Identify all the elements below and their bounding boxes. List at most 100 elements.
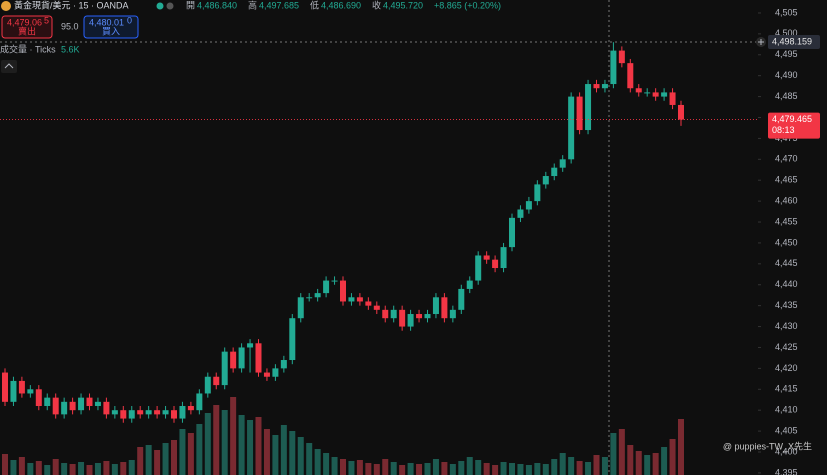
y-tick-label: 4,420 [775,363,798,373]
candle-body [247,343,254,348]
buy-price-sup: 0 [127,15,132,25]
candle-body [340,280,346,302]
volume-bar [2,454,8,475]
volume-bar [94,463,101,475]
sell-button[interactable] [1,15,53,39]
candle-body [348,297,355,302]
volume-bar [373,464,380,475]
y-tick-label: 4,400 [775,446,798,456]
volume-label: 成交量 · Ticks [0,43,56,54]
candle-body [601,84,608,89]
candle-body [593,84,600,89]
volume-bar [568,457,575,475]
plus-icon [758,39,764,45]
candle-body [534,184,541,202]
volume-bar [18,457,25,475]
volume-bar [356,460,363,475]
high-label: 高 [248,0,257,10]
candle-body [323,280,330,294]
candle-body [27,389,34,394]
candle-body [162,410,169,415]
volume-bar [348,461,355,475]
sell-label: 賣出 [18,25,36,36]
candle-body [255,343,262,373]
candle-body [111,410,118,415]
y-tick-label: 4,460 [775,195,798,205]
y-tick-label: 4,405 [775,425,798,435]
volume-bar [644,455,651,475]
y-tick-label: 4,425 [775,342,798,352]
candle-body [69,401,76,411]
volume-bar [154,450,161,475]
candle-body [576,96,583,131]
volume-bar [449,464,456,475]
candle-body [661,92,668,97]
volume-bar [601,457,608,475]
volume-bar [509,463,515,475]
collapse-button[interactable] [1,60,17,73]
volume-bar [635,451,642,475]
candle-body [373,305,380,310]
candle-body [678,104,684,120]
y-tick-label: 4,445 [775,258,798,268]
candle-body [399,309,406,327]
volume-bar [221,410,228,475]
candle-body [145,410,152,415]
countdown: 08:13 [772,125,795,135]
volume-bar [678,419,684,475]
candle-body [416,314,423,319]
candle-body [263,372,270,377]
y-tick-label: 4,500 [775,28,798,38]
candle-body [103,401,110,415]
volume-bar [263,429,270,475]
y-tick-label: 4,495 [775,49,798,59]
y-tick-label: 4,430 [775,321,798,331]
open-label: 開 [186,0,195,10]
candle-body [492,259,499,269]
candle-body [449,309,456,319]
symbol: 黃金現貨/美元 · 15 · OANDA [14,0,129,10]
volume-bar [27,463,34,475]
volume-bar [483,463,490,475]
candle-body [635,88,642,93]
volume-bar [652,453,659,475]
candle-body [500,247,507,269]
volume-bar [534,463,541,475]
volume-bar [661,447,668,475]
y-tick-label: 4,395 [775,467,798,475]
volume-bar [525,465,532,475]
candle-body [610,50,617,85]
candle-body [652,92,659,97]
volume-bar [171,440,177,475]
candle-body [517,209,524,218]
candle-body [644,92,651,94]
y-tick-label: 4,470 [775,154,798,164]
volume-bar [542,464,549,475]
candle-body [466,280,473,289]
volume-bar [610,433,617,475]
volume-bar [162,443,169,475]
candle-body [213,376,220,386]
high-value: 4,497.685 [259,0,299,10]
volume-bar [314,449,321,475]
header: 黃金現貨/美元 · 15 · OANDA 開 4,486.840 高 4,497… [0,0,812,451]
y-tick-label: 4,435 [775,300,798,310]
candle-body [314,293,321,298]
close-value: 4,495.720 [383,0,423,10]
candle-body [585,84,592,131]
volume-bar [145,445,152,475]
candle-body [559,159,566,168]
candle-body [289,318,296,361]
volume-bar [517,464,524,475]
volume-bar [441,462,448,475]
candle-body [356,297,363,302]
candle-body [390,309,397,319]
watermark: @ puppies-TW_X先生 [723,440,812,451]
buy-button[interactable] [83,15,139,39]
candle-body [669,92,676,105]
volume-bar [10,460,17,475]
candle-body [137,410,144,415]
candle-body [187,406,194,411]
